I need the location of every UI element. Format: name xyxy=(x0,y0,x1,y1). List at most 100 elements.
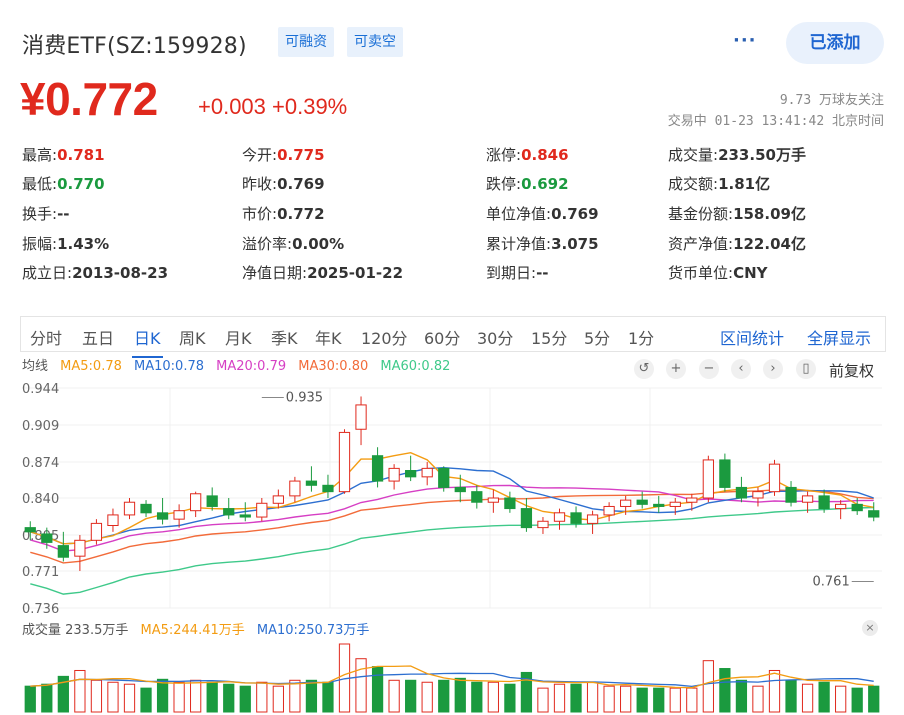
tab-five-day[interactable]: 五日 xyxy=(82,329,115,348)
candle-body xyxy=(438,467,450,488)
volume-bar xyxy=(520,671,533,713)
candle-body xyxy=(41,533,53,543)
volume-bar xyxy=(57,675,69,713)
stat-volume: 成交量:233.50万手 xyxy=(668,146,806,164)
candle-body xyxy=(636,499,648,505)
candle-body xyxy=(24,527,36,533)
volume-bar xyxy=(586,681,599,713)
kline-chart[interactable]: 0.9440.9090.8740.8400.8050.7710.7360.935… xyxy=(0,380,904,616)
tab-60min[interactable]: 60分 xyxy=(424,329,461,348)
volume-bar xyxy=(537,687,549,713)
added-button[interactable]: 已添加 xyxy=(786,22,884,64)
stat-fund-share: 基金份额:158.09亿 xyxy=(668,205,806,223)
short-sell-tag[interactable]: 可卖空 xyxy=(347,27,403,57)
zoom-out-icon[interactable]: − xyxy=(699,359,719,379)
tab-5min[interactable]: 5分 xyxy=(584,329,611,348)
tab-monthly-k[interactable]: 月K xyxy=(225,329,252,348)
candle-icon[interactable]: ▯ xyxy=(796,359,816,379)
volume-bar xyxy=(322,681,334,713)
price-change: +0.003 +0.39% xyxy=(198,94,348,119)
volume-bar xyxy=(752,685,764,713)
period-tabbar: 分时 五日 日K 周K 月K 季K 年K 120分 60分 30分 15分 5分… xyxy=(20,316,886,358)
ma60-line xyxy=(30,506,874,595)
interval-stats-link[interactable]: 区间统计 xyxy=(720,329,785,348)
price-adjust-toggle[interactable]: 前复权 xyxy=(829,362,875,380)
candle-body xyxy=(57,545,69,558)
volume-chart[interactable] xyxy=(0,640,904,715)
tab-30min[interactable]: 30分 xyxy=(477,329,514,348)
tab-yearly-k[interactable]: 年K xyxy=(315,329,342,348)
volume-bar xyxy=(156,678,169,713)
stat-nav-date: 净值日期:2025-01-22 xyxy=(242,264,404,282)
stat-prev-close: 昨收:0.769 xyxy=(242,175,325,193)
ma10-line xyxy=(30,466,874,545)
candle-body xyxy=(322,484,334,493)
candle-body xyxy=(801,495,814,503)
stat-limit-up: 涨停:0.846 xyxy=(486,146,569,164)
candle-body xyxy=(388,467,400,482)
candle-body xyxy=(74,539,86,557)
y-tick-label: 0.736 xyxy=(22,602,59,616)
candle-body xyxy=(239,514,251,518)
candle-body xyxy=(553,512,566,522)
ma-avg-label: 均线 xyxy=(22,359,49,374)
next-icon[interactable]: › xyxy=(763,359,783,379)
volume-bar xyxy=(190,679,202,713)
stat-net-assets: 资产净值:122.04亿 xyxy=(668,235,806,253)
volume-bar xyxy=(388,679,400,713)
more-icon[interactable]: ··· xyxy=(733,30,757,51)
candle-body xyxy=(338,431,351,493)
followers-count: 9.73 万球友关注 xyxy=(779,93,884,108)
volume-bar xyxy=(24,685,36,713)
candle-body xyxy=(603,505,615,516)
candle-body xyxy=(537,520,549,529)
ma30-label: MA30:0.80 xyxy=(298,359,369,374)
stat-currency: 货币单位:CNY xyxy=(668,264,768,282)
candle-body xyxy=(471,491,483,503)
volume-bar xyxy=(438,679,450,713)
candle-body xyxy=(123,501,136,516)
volume-ma5-label: MA5:244.41万手 xyxy=(140,623,245,638)
tab-timeshare[interactable]: 分时 xyxy=(30,329,63,348)
close-icon[interactable]: × xyxy=(862,620,878,636)
volume-bar xyxy=(223,683,235,713)
volume-bar xyxy=(371,666,384,713)
fund-title: 消费ETF(SZ:159928) xyxy=(22,34,247,59)
ma-legend: 均线 MA5:0.78 MA10:0.78 MA20:0.79 MA30:0.8… xyxy=(22,355,458,374)
volume-bar xyxy=(487,681,499,713)
tab-weekly-k[interactable]: 周K xyxy=(179,329,206,348)
candle-body xyxy=(586,514,599,524)
volume-bar xyxy=(239,685,251,713)
volume-bar xyxy=(620,685,632,713)
annotation-label: 0.935 xyxy=(286,391,323,406)
ma20-line xyxy=(30,484,874,552)
volume-bar xyxy=(636,687,648,713)
fullscreen-link[interactable]: 全屏显示 xyxy=(807,329,872,348)
tab-15min[interactable]: 15分 xyxy=(531,329,568,348)
volume-bar xyxy=(272,685,284,713)
volume-bar xyxy=(140,687,152,713)
prev-icon[interactable]: ‹ xyxy=(731,359,751,379)
stat-amplitude: 振幅:1.43% xyxy=(22,235,110,253)
candle-body xyxy=(305,480,318,486)
tab-120min[interactable]: 120分 xyxy=(361,329,408,348)
zoom-in-icon[interactable]: + xyxy=(666,359,686,379)
tab-quarterly-k[interactable]: 季K xyxy=(271,329,298,348)
stat-maturity: 到期日:-- xyxy=(486,264,549,282)
ma30-line xyxy=(30,489,874,564)
reset-icon[interactable]: ↺ xyxy=(634,359,654,379)
volume-bar xyxy=(107,681,119,713)
volume-bar xyxy=(603,685,615,713)
margin-tag[interactable]: 可融资 xyxy=(278,27,334,57)
candle-body xyxy=(355,404,367,430)
volume-bar xyxy=(835,685,847,713)
tab-1min[interactable]: 1分 xyxy=(628,329,655,348)
candle-body xyxy=(570,512,582,524)
ma5-line xyxy=(30,451,874,545)
candle-body xyxy=(256,502,268,518)
volume-bar xyxy=(801,683,814,713)
volume-bar xyxy=(768,669,781,713)
candle-body xyxy=(487,497,499,503)
tab-daily-k[interactable]: 日K xyxy=(132,325,162,358)
y-tick-label: 0.771 xyxy=(22,565,59,580)
